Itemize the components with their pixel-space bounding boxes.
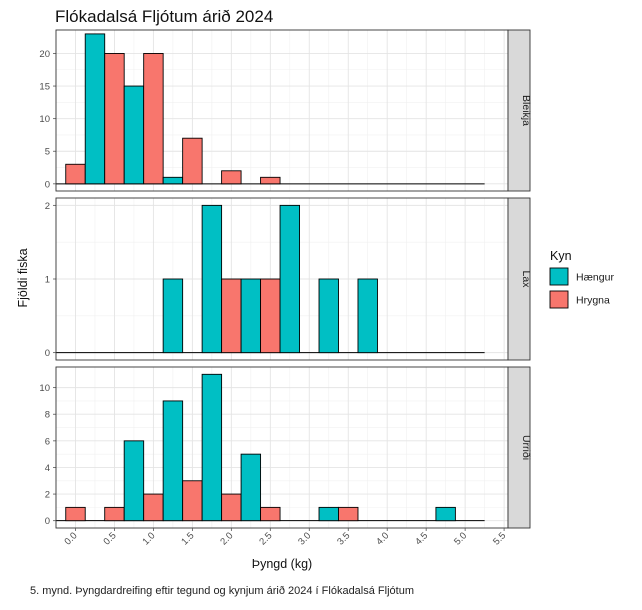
bar-urriði <box>240 453 262 522</box>
bar-urriði <box>143 493 164 522</box>
facet-strip <box>507 366 531 529</box>
bar-lax <box>318 278 339 354</box>
y-tick-label: 15 <box>39 82 50 93</box>
bar-bleikja <box>162 176 184 185</box>
legend-swatch <box>549 290 569 309</box>
facet-lax: 0 1 2 Lax <box>45 197 532 361</box>
bar-bleikja <box>143 53 164 185</box>
bar-urriði <box>318 506 339 522</box>
facet-urriði: 0 2 4 6 8 10 Urriði <box>39 366 532 529</box>
x-tick-label: 2.5 <box>257 530 274 547</box>
x-tick-label: 5.5 <box>491 530 508 547</box>
x-tick-label: 3.5 <box>335 530 352 547</box>
y-tick-label: 0 <box>45 179 50 190</box>
y-tick-label: 10 <box>39 383 50 394</box>
x-tick-label: 4.0 <box>374 530 391 547</box>
bar-bleikja <box>221 170 242 185</box>
bar-urriði <box>123 440 145 522</box>
x-tick-label: 3.0 <box>296 530 313 547</box>
bar-bleikja <box>84 33 106 185</box>
facet-panels: 0 5 10 15 20 Bleikja 0 1 2 Lax 0 2 4 6 8 10 Urriði 0.0 0.5… <box>39 29 532 547</box>
facet-strip <box>507 197 531 361</box>
y-tick-label: 10 <box>39 114 50 125</box>
legend-label: Hrygna <box>576 295 610 307</box>
legend: Kyn Hængur Hrygna <box>549 249 614 309</box>
facet-bleikja: 0 5 10 15 20 Bleikja <box>39 29 532 192</box>
y-tick-label: 2 <box>45 201 50 212</box>
bar-lax <box>201 204 223 354</box>
figure-caption: 5. mynd. Þyngdardreifing eftir tegund og… <box>30 585 414 597</box>
bar-bleikja <box>260 176 281 185</box>
bar-bleikja <box>65 163 86 185</box>
y-tick-label: 5 <box>45 147 50 158</box>
x-tick-label: 4.5 <box>413 530 430 547</box>
bar-urriði <box>221 493 242 522</box>
bar-urriði <box>260 506 281 522</box>
x-tick-label: 1.5 <box>179 530 196 547</box>
y-tick-label: 6 <box>45 436 50 447</box>
y-tick-label: 8 <box>45 410 50 421</box>
bar-lax <box>357 278 378 354</box>
y-tick-label: 0 <box>45 516 50 527</box>
bar-urriði <box>65 506 86 522</box>
y-tick-label: 4 <box>45 463 50 474</box>
facet-strip-label: Lax <box>520 271 532 289</box>
legend-label: Hængur <box>576 272 614 284</box>
legend-swatch <box>549 267 569 286</box>
bar-lax <box>260 278 281 354</box>
y-axis-label: Fjöldi fiska <box>16 248 30 307</box>
faceted-histogram-chart: Flókadalsá Fljótum árið 2024 05101520Ble… <box>16 7 614 571</box>
legend-title: Kyn <box>550 249 572 263</box>
facet-strip-label: Urriði <box>520 435 532 460</box>
x-tick-label: 1.0 <box>140 530 157 547</box>
bar-urriði <box>201 373 223 522</box>
x-axis: 0.0 0.5 1.0 1.5 2.0 2.5 3.0 3.5 4.0 4.5 5.0 5.5 <box>62 528 508 547</box>
x-axis-label: Þyngd (kg) <box>252 557 312 571</box>
bar-lax <box>162 278 184 354</box>
bar-urriði <box>182 480 203 522</box>
bar-lax <box>240 278 262 354</box>
bar-bleikja <box>182 137 203 185</box>
y-tick-label: 20 <box>39 49 50 60</box>
bar-urriði <box>104 506 125 522</box>
bar-urriði <box>338 506 359 522</box>
x-tick-label: 2.0 <box>218 530 235 547</box>
bar-bleikja <box>123 85 145 185</box>
bar-urriði <box>435 506 456 522</box>
bar-lax <box>279 204 300 354</box>
facet-strip <box>507 29 531 192</box>
bar-urriði <box>162 400 184 522</box>
chart-title: Flókadalsá Fljótum árið 2024 <box>55 7 273 26</box>
bar-bleikja <box>104 53 125 185</box>
facet-strip-label: Bleikja <box>520 95 532 126</box>
y-tick-label: 1 <box>45 275 50 286</box>
bar-lax <box>221 278 242 354</box>
y-tick-label: 2 <box>45 490 50 501</box>
x-tick-label: 5.0 <box>452 530 469 547</box>
x-tick-label: 0.0 <box>62 530 79 547</box>
y-tick-label: 0 <box>45 348 50 359</box>
x-tick-label: 0.5 <box>101 530 118 547</box>
